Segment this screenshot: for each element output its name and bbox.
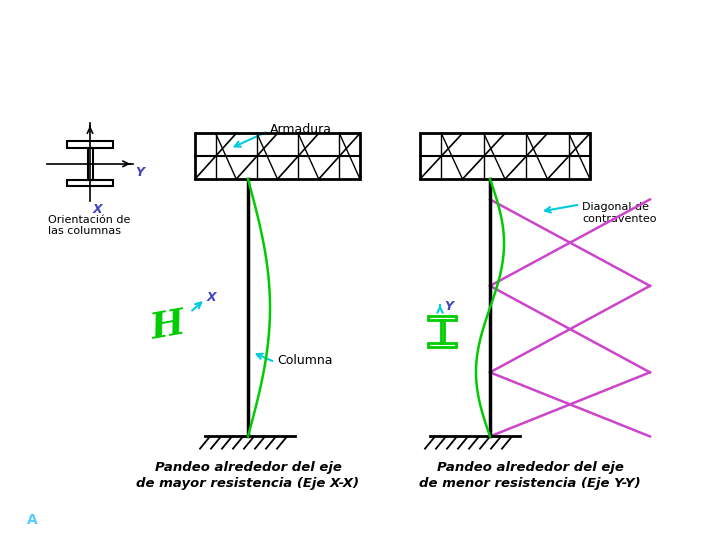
- Bar: [428, 316, 456, 320]
- Text: cero: cero: [37, 515, 65, 525]
- Text: INTRODUCCION: INTRODUCCION: [518, 22, 663, 40]
- Text: at: at: [11, 515, 22, 525]
- Text: A: A: [27, 513, 38, 526]
- Bar: [67, 141, 113, 147]
- Bar: [195, 133, 360, 179]
- Text: Pandeo alrededor del eje: Pandeo alrededor del eje: [436, 461, 624, 474]
- Text: 10. Relaciones de esbeltez: 10. Relaciones de esbeltez: [11, 17, 429, 45]
- Bar: [441, 320, 444, 343]
- Bar: [428, 343, 456, 347]
- Text: de mayor resistencia (Eje X-X): de mayor resistencia (Eje X-X): [137, 477, 359, 490]
- Text: de menor resistencia (Eje Y-Y): de menor resistencia (Eje Y-Y): [419, 477, 641, 490]
- Text: Armadura: Armadura: [270, 123, 332, 136]
- Text: H: H: [148, 307, 188, 346]
- Text: Y: Y: [135, 166, 144, 179]
- Text: X: X: [93, 204, 103, 217]
- Text: Columna: Columna: [277, 354, 333, 367]
- Text: X: X: [207, 291, 217, 303]
- Bar: [67, 180, 113, 186]
- Text: Pandeo alrededor del eje: Pandeo alrededor del eje: [155, 461, 341, 474]
- Bar: [420, 133, 590, 179]
- Text: Programa de Apoyo a la Enseñanza de la Construcción en Acero: Programa de Apoyo a la Enseñanza de la C…: [76, 515, 410, 525]
- Text: Orientación de
las columnas: Orientación de las columnas: [48, 215, 130, 237]
- Bar: [88, 147, 92, 180]
- Text: Y: Y: [444, 300, 453, 313]
- Text: Diagonal de
contraventeo: Diagonal de contraventeo: [582, 202, 657, 224]
